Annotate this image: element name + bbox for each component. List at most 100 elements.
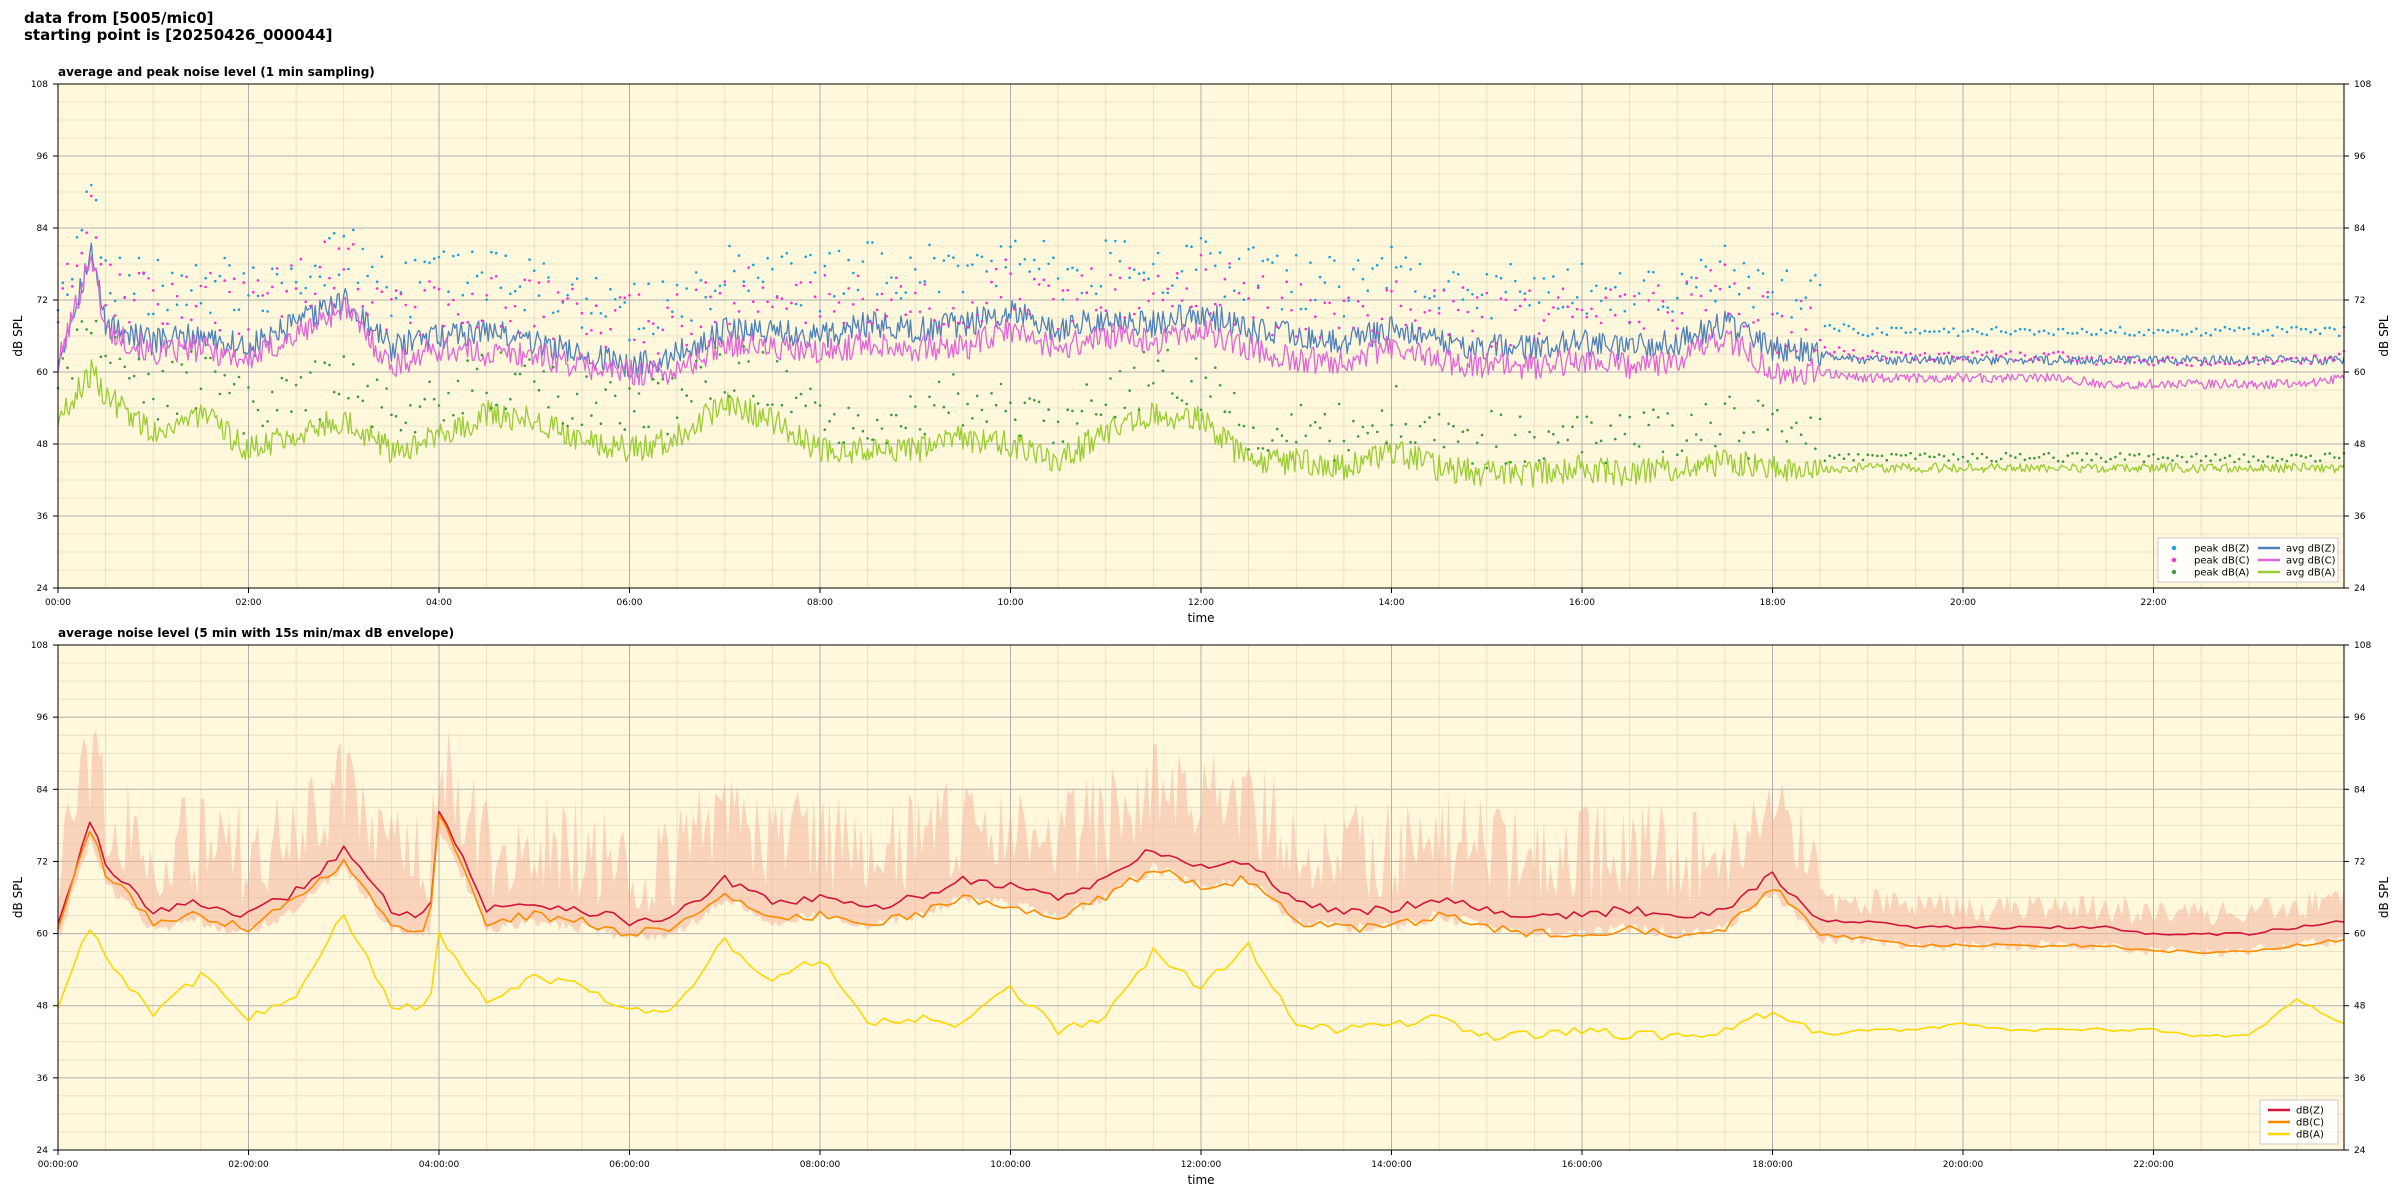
peak-point <box>1018 434 1022 438</box>
peak-point <box>266 292 269 295</box>
peak-point <box>1442 289 1446 292</box>
peak-point <box>1261 275 1265 278</box>
peak-point <box>1656 284 1660 287</box>
peak-point <box>499 351 503 354</box>
peak-point <box>2314 328 2317 332</box>
peak-point <box>2004 352 2008 356</box>
peak-point <box>585 297 588 301</box>
peak-point <box>1828 454 1831 458</box>
peak-point <box>1009 401 1012 405</box>
peak-point <box>847 258 850 262</box>
peak-point <box>323 361 327 365</box>
series-line-1 <box>57 813 2345 955</box>
peak-point <box>161 322 165 325</box>
peak-point <box>218 274 222 278</box>
peak-point <box>1690 413 1693 417</box>
peak-point <box>661 328 665 332</box>
peak-point <box>2028 358 2031 362</box>
peak-point <box>237 332 241 336</box>
peak-point <box>718 284 722 288</box>
peak-point <box>718 291 722 295</box>
peak-point <box>223 279 226 282</box>
peak-point <box>1471 293 1474 296</box>
peak-point <box>228 264 231 267</box>
plot-frame <box>57 83 2345 589</box>
peak-point <box>99 262 103 266</box>
peak-point <box>171 282 174 286</box>
peak-point <box>890 276 893 279</box>
peak-point <box>2057 328 2060 331</box>
peak-point <box>771 305 774 309</box>
peak-point <box>2337 352 2341 356</box>
peak-point <box>790 262 793 265</box>
peak-point <box>914 405 917 408</box>
peak-point <box>971 301 974 304</box>
peak-point <box>2004 451 2008 455</box>
peak-point <box>485 298 488 302</box>
peak-point <box>2209 333 2212 337</box>
peak-point <box>2095 452 2098 456</box>
peak-point <box>1318 336 1322 339</box>
peak-point <box>675 416 679 420</box>
peak-point <box>1580 308 1584 312</box>
peak-point <box>2280 458 2284 461</box>
peak-point <box>985 420 988 423</box>
peak-point <box>994 284 998 288</box>
peak-point <box>742 345 746 348</box>
peak-point <box>1161 291 1165 294</box>
peak-point <box>1437 306 1441 310</box>
peak-point <box>2333 358 2336 362</box>
peak-point <box>1414 441 1417 444</box>
peak-point <box>1999 457 2003 461</box>
peak-point <box>194 263 198 267</box>
peak-point <box>594 276 598 280</box>
peak-point <box>1437 413 1441 416</box>
peak-point <box>1728 312 1731 316</box>
peak-point <box>942 405 946 409</box>
peak-point <box>1880 331 1884 334</box>
peak-point <box>223 374 226 377</box>
peak-point <box>175 412 179 416</box>
peak-point <box>252 400 255 403</box>
peak-point <box>2318 332 2322 336</box>
peak-point <box>218 392 222 396</box>
peak-point <box>1714 284 1717 288</box>
peak-point <box>318 265 322 269</box>
peak-point <box>199 302 203 305</box>
peak-point <box>566 297 569 300</box>
peak-point <box>652 322 655 325</box>
peak-point <box>756 310 760 313</box>
peak-point <box>2090 356 2093 360</box>
x-tick-label: 02:00:00 <box>228 1160 269 1170</box>
peak-point <box>723 391 727 394</box>
peak-point <box>280 281 284 285</box>
peak-point <box>2037 456 2041 459</box>
peak-point <box>852 271 855 275</box>
peak-point <box>1571 301 1574 305</box>
peak-point <box>66 293 69 297</box>
peak-point <box>818 404 822 407</box>
peak-point <box>1790 426 1793 430</box>
y-tick-label: 72 <box>37 296 48 306</box>
peak-point <box>347 396 350 400</box>
peak-point <box>752 394 755 398</box>
peak-point <box>1099 413 1103 417</box>
peak-point <box>618 422 622 425</box>
peak-point <box>1171 392 1174 395</box>
peak-point <box>1375 263 1379 267</box>
peak-point <box>242 272 245 275</box>
peak-point <box>147 372 150 376</box>
peak-point <box>1737 292 1741 296</box>
peak-point <box>1280 308 1284 311</box>
peak-point <box>1047 408 1050 411</box>
peak-point <box>228 290 231 294</box>
peak-point <box>1299 307 1303 311</box>
peak-point <box>1137 306 1141 310</box>
peak-point <box>1128 266 1131 270</box>
peak-point <box>2023 458 2027 462</box>
peak-point <box>452 298 455 302</box>
peak-point <box>1490 409 1493 413</box>
peak-point <box>1404 256 1408 259</box>
peak-point <box>2099 358 2103 362</box>
peak-point <box>918 428 922 431</box>
